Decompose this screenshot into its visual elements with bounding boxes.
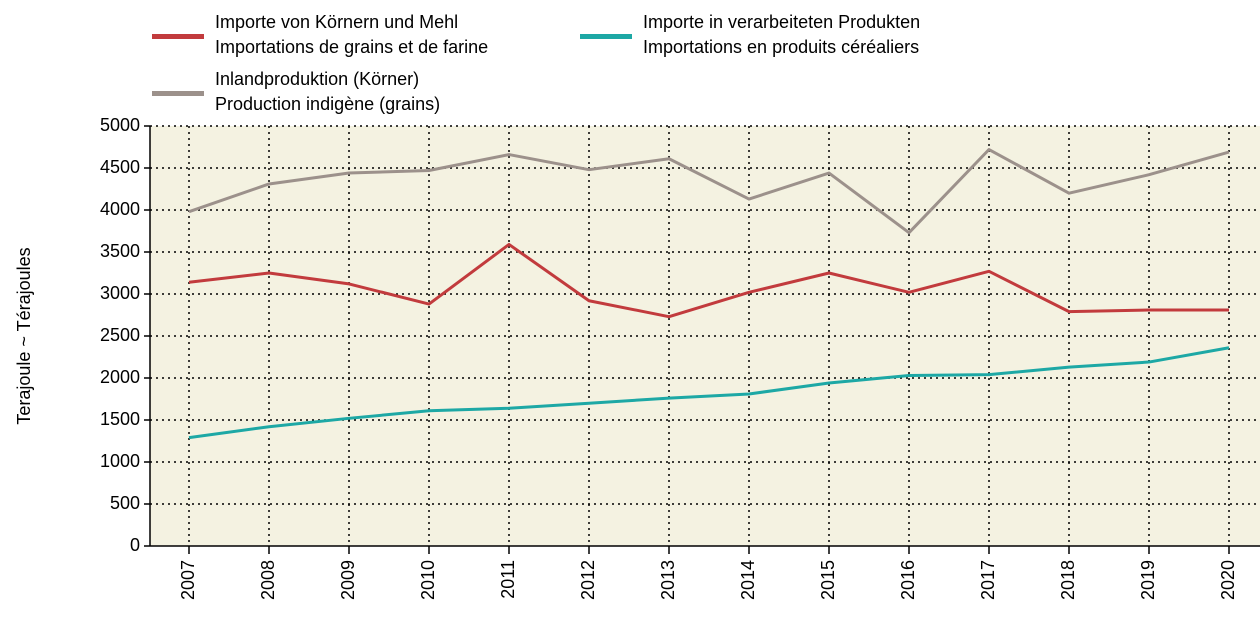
x-tick-label: 2018 <box>1058 560 1078 600</box>
y-tick-label: 3500 <box>100 241 140 261</box>
x-tick-label: 2012 <box>578 560 598 600</box>
y-tick-label: 4500 <box>100 157 140 177</box>
y-tick-label: 2500 <box>100 325 140 345</box>
y-tick-label: 1000 <box>100 451 140 471</box>
series-line <box>188 346 1230 440</box>
legend-swatch <box>152 91 204 96</box>
y-tick-label: 1500 <box>100 409 140 429</box>
x-tick-label: 2019 <box>1138 560 1158 600</box>
x-tick-label: 2009 <box>338 560 358 600</box>
series-line <box>188 242 1229 319</box>
y-tick-label: 4000 <box>100 199 140 219</box>
y-tick-label: 2000 <box>100 367 140 387</box>
legend-swatch <box>152 34 204 39</box>
y-tick-label: 3000 <box>100 283 140 303</box>
x-tick-label: 2016 <box>898 560 918 600</box>
series-line <box>188 148 1230 235</box>
x-tick-label: 2015 <box>818 560 838 600</box>
x-tick-label: 2017 <box>978 560 998 600</box>
x-tick-label: 2010 <box>418 560 438 600</box>
x-tick-label: 2007 <box>178 560 198 600</box>
y-tick-label: 0 <box>130 535 140 555</box>
legend-label: Inlandproduktion (Körner) Production ind… <box>215 69 441 114</box>
x-tick-label: 2020 <box>1218 560 1238 600</box>
x-tick-label: 2011 <box>498 560 518 599</box>
legend-label: Importe in verarbeiteten Produkten Impor… <box>643 12 921 57</box>
y-axis-label: Terajoule ~ Térajoules <box>14 247 34 424</box>
x-tick-label: 2014 <box>738 560 758 600</box>
legend-label: Importe von Körnern und Mehl Importation… <box>215 12 489 57</box>
legend-swatch <box>580 34 632 39</box>
x-tick-label: 2013 <box>658 560 678 600</box>
y-tick-label: 5000 <box>100 115 140 135</box>
y-tick-label: 500 <box>110 493 140 513</box>
x-tick-label: 2008 <box>258 560 278 600</box>
